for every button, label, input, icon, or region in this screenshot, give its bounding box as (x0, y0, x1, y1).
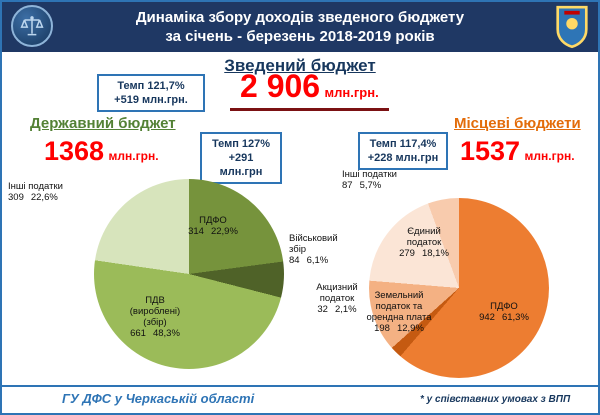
pie-slice-label-land-tax: Земельний податок та орендна плата 198 12… (366, 290, 432, 334)
pie-slice-label-military-levy: Військовий збір 84 6,1% (289, 233, 338, 266)
pie-slice-label-pdfo-local: ПДФО 942 61,3% (479, 301, 529, 323)
state-budget-amount: 1368 млн.грн. (44, 136, 159, 167)
coat-of-arms-emblem-icon (555, 5, 589, 49)
pie-slice-label-other-taxes-state: Інші податки 309 22,6% (8, 181, 63, 203)
footer-organization: ГУ ДФС у Черкаській області (62, 391, 255, 406)
pie-slice-label-pdfo-state: ПДФО 314 22,9% (188, 215, 238, 237)
header-title-line1: Динаміка збору доходів зведеного бюджету (135, 9, 465, 26)
footer-divider (2, 385, 598, 387)
pie-slice-label-pdv: ПДВ (вироблені) (збір) 661 48,3% (129, 295, 181, 339)
header-title: Динаміка збору доходів зведеного бюджету… (62, 8, 538, 46)
footer-note: * у співставних умовах з ВПП (420, 394, 571, 405)
header-title-line2: за січень - березень 2018-2019 років (165, 28, 435, 45)
consolidated-tempo-line2: +519 млн.грн. (114, 94, 188, 106)
pie-slice-label-single-tax: Єдиний податок 279 18,1% (399, 226, 449, 259)
local-budgets-amount: 1537 млн.грн. (460, 136, 575, 167)
local-budgets-amount-unit: млн.грн. (524, 149, 575, 163)
state-budget-amount-number: 1368 (44, 136, 105, 166)
consolidated-amount-number: 2 906 (240, 68, 321, 104)
state-budget-title: Державний бюджет (30, 115, 176, 132)
state-budget-tempo-box: Темп 127% +291 млн.грн (200, 132, 282, 184)
pie-slice-label-excise-tax: Акцизний податок 32 2,1% (316, 282, 358, 315)
state-budget-amount-unit: млн.грн. (108, 149, 159, 163)
scales-icon (20, 16, 44, 36)
shield-icon (556, 5, 588, 49)
state-tempo-line1: Темп 127% (211, 138, 271, 150)
consolidated-tempo-line1: Темп 121,7% (117, 80, 185, 92)
local-budgets-pie-chart (369, 198, 549, 378)
local-budgets-title: Місцеві бюджети (454, 115, 581, 132)
local-tempo-line2: +228 млн.грн (367, 152, 439, 164)
state-budget-pie-chart (94, 179, 284, 369)
fiscal-service-emblem-icon (11, 5, 53, 47)
local-budgets-tempo-box: Темп 117,4% +228 млн.грн (358, 132, 448, 170)
header: Динаміка збору доходів зведеного бюджету… (2, 2, 598, 52)
local-tempo-line1: Темп 117,4% (369, 138, 437, 150)
local-budgets-amount-number: 1537 (460, 136, 521, 166)
state-tempo-line2: +291 млн.грн (219, 152, 263, 178)
consolidated-amount-unit: млн.грн. (324, 85, 379, 100)
consolidated-tempo-box: Темп 121,7% +519 млн.грн. (97, 74, 205, 112)
pie-slice-label-other-taxes-local: Інші податки 87 5,7% (342, 169, 397, 191)
consolidated-amount: 2 906 млн.грн. (230, 68, 389, 111)
consolidated-budget-title: Зведений бюджет (224, 56, 376, 75)
